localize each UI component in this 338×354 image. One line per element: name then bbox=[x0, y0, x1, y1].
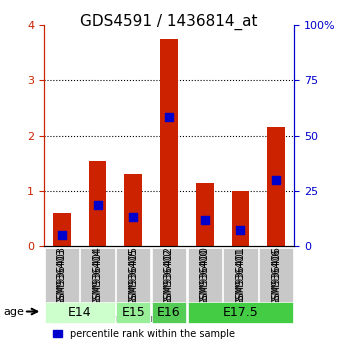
Point bbox=[273, 177, 279, 183]
FancyBboxPatch shape bbox=[223, 248, 258, 304]
Text: GSM936403: GSM936403 bbox=[57, 248, 67, 307]
Text: GSM936405: GSM936405 bbox=[128, 246, 138, 306]
Text: GSM936400: GSM936400 bbox=[200, 246, 210, 306]
Text: GSM936401: GSM936401 bbox=[236, 246, 245, 306]
FancyBboxPatch shape bbox=[80, 248, 115, 304]
Bar bbox=[124, 175, 142, 246]
Bar bbox=[232, 191, 249, 246]
Text: GSM936406: GSM936406 bbox=[271, 248, 281, 307]
Point bbox=[166, 114, 172, 120]
Bar bbox=[89, 161, 106, 246]
Legend: transformed count, percentile rank within the sample: transformed count, percentile rank withi… bbox=[49, 310, 239, 343]
Point bbox=[59, 233, 65, 238]
Text: GSM936403: GSM936403 bbox=[57, 246, 67, 306]
FancyBboxPatch shape bbox=[188, 302, 293, 323]
FancyBboxPatch shape bbox=[116, 248, 150, 304]
FancyBboxPatch shape bbox=[259, 248, 293, 304]
Text: age: age bbox=[3, 307, 24, 317]
Text: E17.5: E17.5 bbox=[223, 306, 258, 319]
Text: GSM936402: GSM936402 bbox=[164, 246, 174, 306]
Text: E15: E15 bbox=[121, 306, 145, 319]
Text: GSM936404: GSM936404 bbox=[93, 248, 102, 307]
Bar bbox=[196, 183, 214, 246]
Text: GSM936402: GSM936402 bbox=[164, 248, 174, 307]
FancyBboxPatch shape bbox=[116, 302, 150, 323]
FancyBboxPatch shape bbox=[152, 248, 186, 304]
Text: E16: E16 bbox=[157, 306, 181, 319]
Text: GSM936404: GSM936404 bbox=[93, 246, 102, 306]
Bar bbox=[160, 39, 178, 246]
Text: GSM936400: GSM936400 bbox=[200, 248, 210, 307]
Point bbox=[130, 214, 136, 219]
Point bbox=[202, 217, 208, 223]
Point bbox=[238, 227, 243, 233]
FancyBboxPatch shape bbox=[188, 248, 222, 304]
Text: GSM936406: GSM936406 bbox=[271, 246, 281, 306]
Text: GSM936401: GSM936401 bbox=[236, 248, 245, 307]
Bar bbox=[53, 213, 71, 246]
FancyBboxPatch shape bbox=[152, 302, 186, 323]
Text: E14: E14 bbox=[68, 306, 92, 319]
FancyBboxPatch shape bbox=[45, 248, 79, 304]
Text: GSM936405: GSM936405 bbox=[128, 248, 138, 307]
Bar bbox=[267, 127, 285, 246]
Text: GDS4591 / 1436814_at: GDS4591 / 1436814_at bbox=[80, 14, 258, 30]
FancyBboxPatch shape bbox=[45, 302, 115, 323]
Point bbox=[95, 202, 100, 208]
